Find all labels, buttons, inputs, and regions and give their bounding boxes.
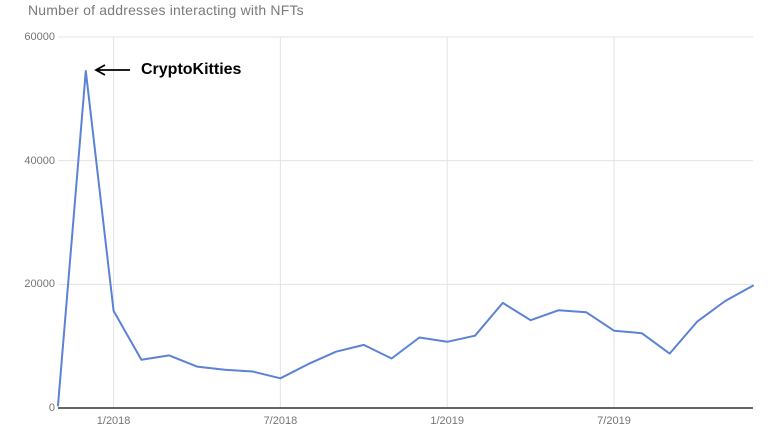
x-axis-tick-label: 7/2018 [263, 415, 298, 427]
annotation-label: CryptoKitties [141, 61, 242, 78]
y-axis-tick-label: 0 [48, 402, 55, 414]
series-line [57, 70, 754, 407]
y-axis-tick-label: 60000 [24, 31, 55, 43]
y-axis-tick-label: 20000 [24, 278, 55, 291]
chart-title: Number of addresses interacting with NFT… [28, 2, 304, 18]
y-axis-tick-label: 40000 [24, 154, 55, 167]
x-axis-tick-label: 1/2018 [96, 415, 131, 427]
arrow-left-icon [94, 64, 130, 76]
x-axis-tick-label: 7/2019 [597, 415, 631, 427]
peak-annotation: CryptoKitties [93, 61, 241, 79]
x-axis-tick-label: 1/2019 [430, 415, 465, 427]
